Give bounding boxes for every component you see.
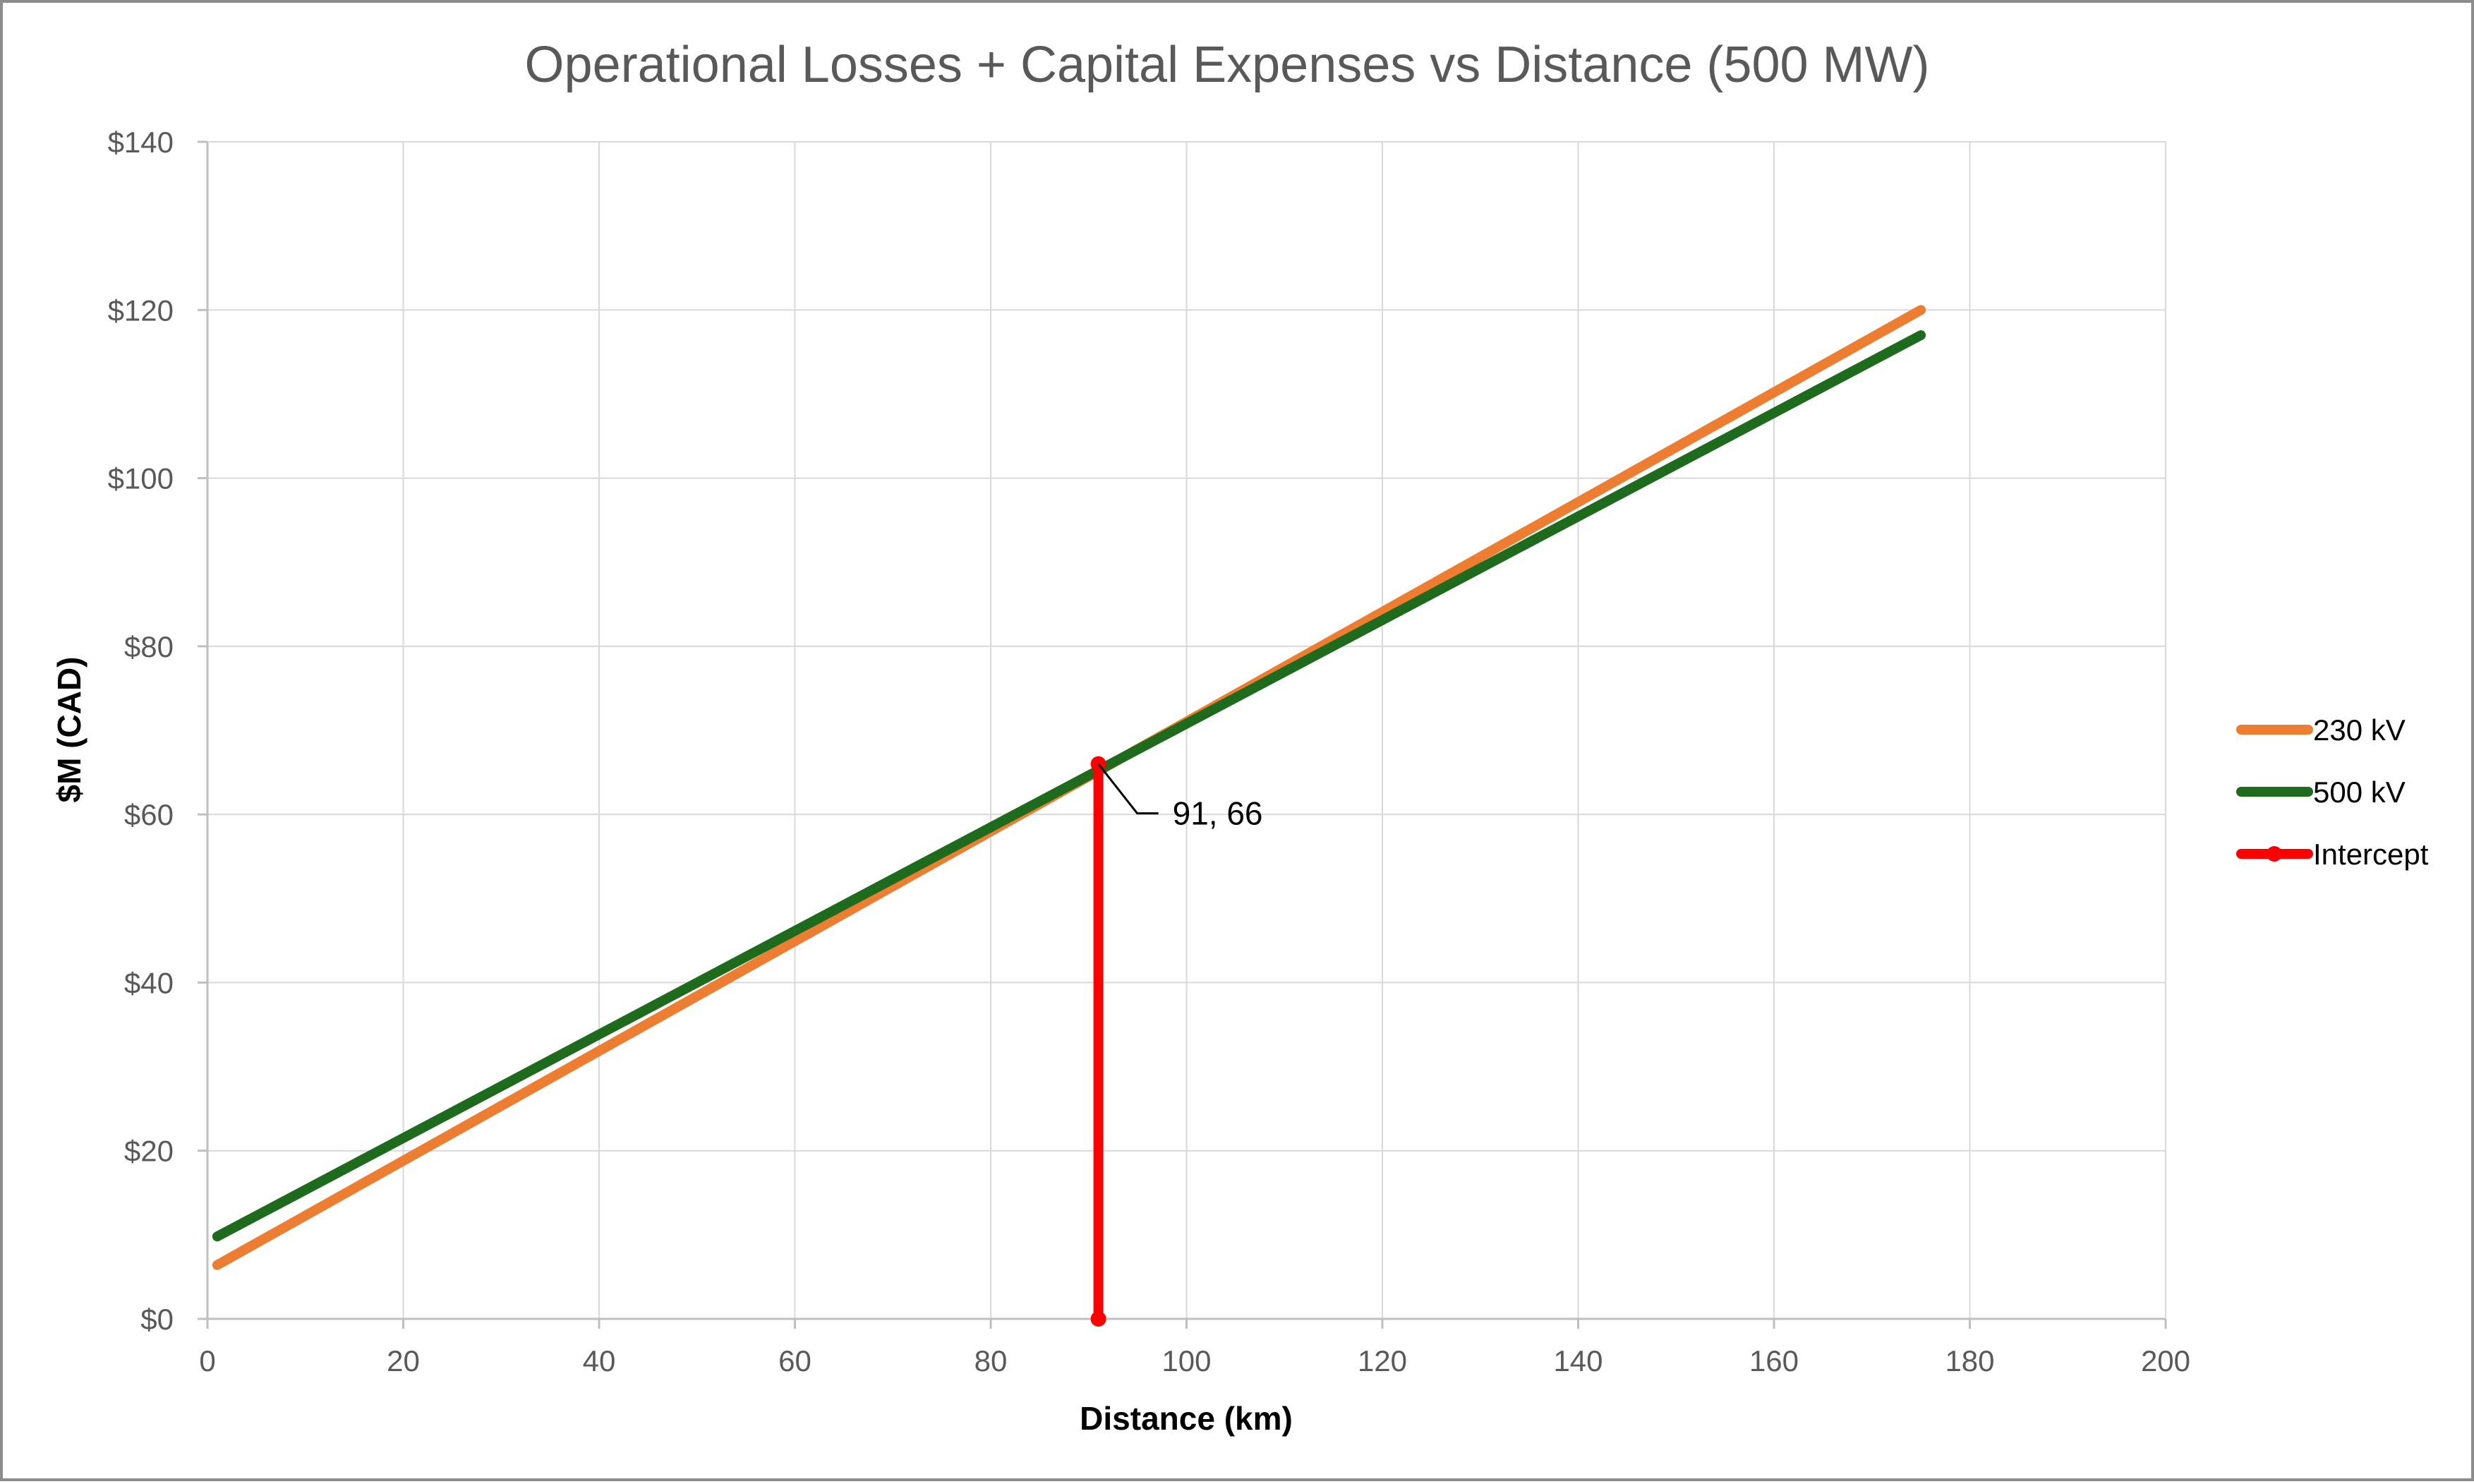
y-axis-title: $M (CAD) <box>51 657 88 803</box>
legend: 230 kV 500 kV Intercept <box>2236 713 2429 871</box>
x-tick-label: 120 <box>1358 1344 1407 1377</box>
legend-label: 230 kV <box>2313 713 2406 747</box>
axes <box>198 140 2167 1329</box>
x-tick-label: 40 <box>583 1344 616 1377</box>
x-tick-label: 180 <box>1945 1344 1994 1377</box>
x-tick-label: 100 <box>1161 1344 1211 1377</box>
y-tick-label: $20 <box>124 1135 174 1168</box>
tick-labels: 0 20 40 60 80 100 120 140 160 180 200 $0 $20 $40 $60 $8… <box>108 126 2190 1377</box>
x-tick-label: 200 <box>2141 1344 2190 1377</box>
y-tick-label: $40 <box>124 966 174 999</box>
series-line-500-kv <box>212 330 1926 1242</box>
intercept-point-marker <box>1090 1311 1106 1327</box>
annotation-leader-line <box>1097 763 1159 815</box>
legend-label: Intercept <box>2313 838 2429 871</box>
y-tick-label: $140 <box>108 126 174 159</box>
chart-svg: 0 20 40 60 80 100 120 140 160 180 200 $0 $20 $40 $60 $8… <box>51 37 2429 1437</box>
annotations: 91, 66 <box>1097 763 1263 832</box>
x-tick-label: 140 <box>1553 1344 1603 1377</box>
x-tick-label: 80 <box>974 1344 1008 1377</box>
x-tick-label: 0 <box>199 1344 215 1377</box>
x-tick-label: 160 <box>1749 1344 1799 1377</box>
x-tick-label: 60 <box>778 1344 811 1377</box>
y-tick-label: $120 <box>108 294 174 327</box>
y-tick-label: $60 <box>124 798 174 831</box>
grid-lines <box>207 141 2166 1319</box>
x-axis-title: Distance (km) <box>1080 1400 1293 1437</box>
legend-label: 500 kV <box>2313 776 2406 809</box>
x-tick-label: 20 <box>387 1344 420 1377</box>
y-tick-label: $80 <box>124 630 174 663</box>
chart-title: Operational Losses + Capital Expenses vs… <box>525 37 1930 93</box>
y-tick-label: $100 <box>108 462 174 495</box>
y-tick-label: $0 <box>140 1303 174 1336</box>
intercept-annotation-label: 91, 66 <box>1173 795 1263 832</box>
series-lines <box>212 305 1926 1327</box>
legend-marker-intercept <box>2267 846 2282 862</box>
